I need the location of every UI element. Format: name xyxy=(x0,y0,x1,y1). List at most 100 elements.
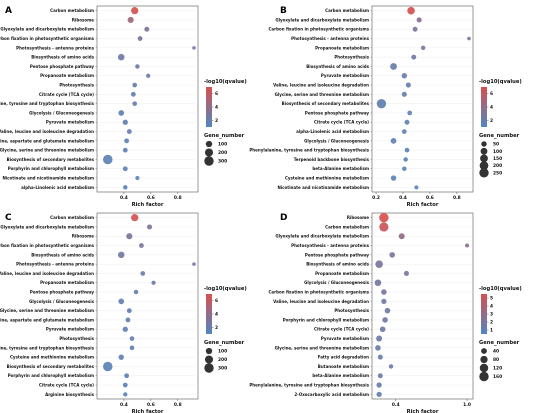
data-point xyxy=(103,154,113,165)
size-legend-title: Gene_number xyxy=(204,340,245,346)
data-point xyxy=(151,280,156,285)
data-point xyxy=(125,317,131,323)
term-label: Glyoxylate and dicarboxylate metabolism xyxy=(275,17,369,22)
data-point xyxy=(146,73,151,78)
term-label: Propanoate metabolism xyxy=(315,271,369,276)
x-tick-label: 0.8 xyxy=(453,195,461,201)
term-label: Citrate cycle (TCA cycle) xyxy=(39,92,94,97)
term-label: 2-Oxocarboxylic acid metabolism xyxy=(294,392,369,397)
term-label: Propanoate metabolism xyxy=(315,45,369,50)
size-legend-dot xyxy=(479,371,489,382)
term-label: Pyruvate metabolism xyxy=(46,327,94,332)
x-axis-title: Rich factor xyxy=(407,409,439,413)
data-point xyxy=(135,64,140,69)
term-label: Glycine, serine and threonine metabolism xyxy=(0,308,94,313)
x-tick-label: 0.4 xyxy=(120,402,128,408)
data-point xyxy=(144,26,150,32)
term-label: Porphyrin and chlorophyll metabolism xyxy=(8,166,94,171)
data-point xyxy=(192,46,196,50)
panel-label: A xyxy=(5,6,12,16)
size-legend-dot xyxy=(479,168,489,178)
data-point xyxy=(126,308,132,314)
term-label: Valine, leucine and isoleucine degradati… xyxy=(0,129,94,134)
data-point xyxy=(403,270,409,276)
term-label: alpha-Linolenic acid metabolism xyxy=(296,129,369,134)
term-label: Photosynthesis - antenna proteins xyxy=(291,36,369,41)
data-point xyxy=(401,91,407,97)
term-label: Pyruvate metabolism xyxy=(46,120,94,125)
x-axis-title: Rich factor xyxy=(132,409,164,413)
data-point xyxy=(374,279,382,287)
size-legend-dot xyxy=(480,154,488,163)
term-label: Photosynthesis xyxy=(59,82,94,87)
colorbar-tick-label: 2 xyxy=(490,320,493,326)
x-axis-title: Rich factor xyxy=(407,202,439,208)
colorbar-tick-label: 2 xyxy=(215,325,218,331)
term-label: Pentose phosphate pathway xyxy=(305,252,370,257)
colorbar-tick-label: 2 xyxy=(490,118,493,124)
size-legend-dot xyxy=(204,148,214,157)
size-legend-dot xyxy=(205,347,213,355)
term-label: Photosynthesis xyxy=(334,55,369,60)
term-label: Propanoate metabolism xyxy=(40,280,94,285)
term-label: alpha-Linolenic acid metabolism xyxy=(21,185,94,190)
term-label: Biosynthesis of amino acids xyxy=(306,64,369,69)
plot-frame xyxy=(96,5,199,193)
colorbar-tick-label: 4 xyxy=(215,105,218,111)
x-tick-label: 0.8 xyxy=(174,195,182,201)
data-point xyxy=(103,361,113,372)
term-label: Cysteine and methionine metabolism xyxy=(10,355,94,360)
size-legend-dot xyxy=(479,363,489,373)
size-legend-dot xyxy=(479,161,489,170)
x-tick-label: 0.4 xyxy=(120,195,128,201)
data-point xyxy=(420,45,426,51)
color-legend-title: -log10(qvalue) xyxy=(204,286,247,292)
data-point xyxy=(407,6,415,15)
size-legend-label: 100 xyxy=(218,349,227,355)
data-point xyxy=(398,233,405,240)
colorbar xyxy=(481,87,487,127)
plot-frame xyxy=(371,212,474,400)
data-point xyxy=(118,110,125,116)
data-point xyxy=(132,101,138,106)
data-point xyxy=(381,298,387,305)
size-legend-dot xyxy=(481,348,487,354)
term-label: Pentose phosphate pathway xyxy=(30,289,95,294)
x-tick-label: 0.8 xyxy=(174,402,182,408)
term-label: Citrate cycle (TCA cycle) xyxy=(39,382,94,387)
data-point xyxy=(124,138,130,144)
data-point xyxy=(412,26,418,32)
term-label: Terpenoid backbone biosynthesis xyxy=(294,157,370,162)
data-point xyxy=(124,373,130,379)
term-label: Glyoxylate and dicarboxylate metabolism xyxy=(0,27,94,32)
colorbar xyxy=(481,294,487,334)
data-point xyxy=(132,82,138,88)
data-point xyxy=(390,175,397,181)
data-point xyxy=(389,252,395,258)
term-label: Photosynthesis - antenna proteins xyxy=(16,262,94,267)
term-label: Phenylalanine, tyrosine and tryptophan b… xyxy=(249,382,369,387)
data-point xyxy=(465,243,470,248)
data-point xyxy=(147,224,153,230)
size-legend-dot xyxy=(204,156,214,166)
term-label: Alanine, aspartate and glutamate metabol… xyxy=(0,317,94,322)
colorbar-tick-label: 6 xyxy=(215,91,218,97)
term-label: Phenylalanine, tyrosine and tryptophan b… xyxy=(0,101,95,106)
term-label: Carbon metabolism xyxy=(50,215,94,220)
term-label: Biosynthesis of secondary metabolites xyxy=(7,364,95,369)
size-legend-dot xyxy=(204,363,214,373)
data-point xyxy=(390,137,397,144)
data-point xyxy=(122,326,128,332)
size-legend-label: 250 xyxy=(493,170,502,176)
x-tick-label: 0.6 xyxy=(147,195,155,201)
colorbar-tick-label: 4 xyxy=(490,304,493,310)
data-point xyxy=(381,289,387,295)
x-tick-label: 0.4 xyxy=(399,195,407,201)
size-legend-label: 160 xyxy=(493,374,502,380)
size-legend-dot xyxy=(205,140,213,148)
data-point xyxy=(401,73,408,79)
data-point xyxy=(375,260,383,268)
term-label: Biosynthesis of secondary metabolites xyxy=(282,101,370,106)
term-label: Glycine, serine and threonine metabolism xyxy=(275,345,369,350)
term-label: Alanine, aspartate and glutamate metabol… xyxy=(0,138,94,143)
